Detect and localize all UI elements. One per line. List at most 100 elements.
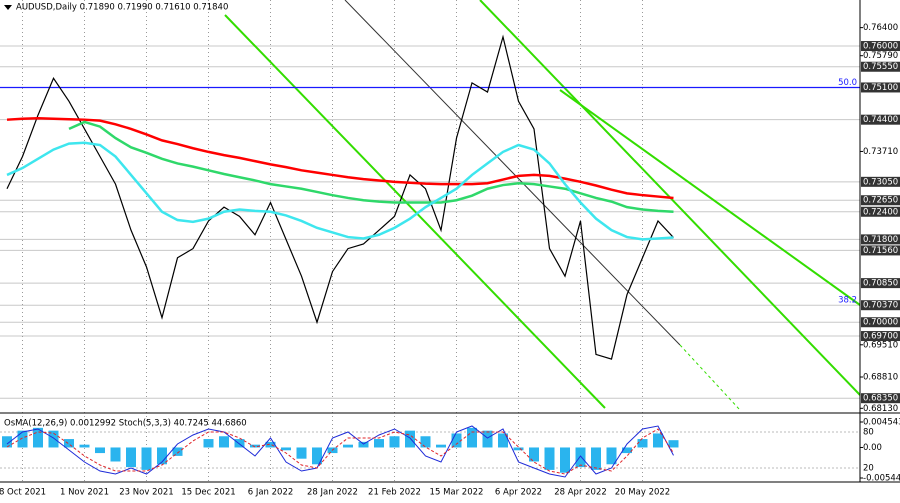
- histogram-bar: [126, 447, 136, 468]
- histogram-bar: [48, 430, 59, 448]
- moving-average: [6, 117, 674, 200]
- level-box: [861, 206, 900, 217]
- plot: [0, 34, 860, 478]
- level-box: [861, 114, 900, 125]
- y-tick-label: 0.70000: [863, 318, 898, 328]
- y-tick-label: 0.69700: [863, 332, 898, 342]
- moving-average: [6, 141, 674, 241]
- price-line: [6, 34, 674, 360]
- y-tick-label: 0.73050: [863, 177, 898, 187]
- channel-line: [224, 14, 606, 409]
- histogram-bar: [2, 436, 12, 448]
- histogram-bar: [637, 439, 648, 448]
- level-box: [861, 41, 900, 52]
- histogram-bar: [513, 447, 524, 451]
- chart-title: AUDUSD,Daily 0.71890 0.71990 0.71610 0.7…: [16, 3, 228, 13]
- level-box: [861, 195, 900, 206]
- level-box: [861, 82, 900, 93]
- histogram-bar: [141, 447, 152, 470]
- y-tick-label: -0.005445: [863, 474, 900, 484]
- y2-tick-label: 20: [863, 464, 874, 474]
- level-box: [861, 176, 900, 187]
- y-tick-label: 0.73710: [863, 147, 898, 157]
- moving-average: [68, 120, 674, 214]
- histogram-bar: [79, 444, 90, 448]
- histogram-bar: [405, 430, 415, 448]
- histogram-bar: [653, 433, 663, 448]
- level-box: [861, 61, 900, 72]
- x-tick-label: 1 Nov 2021: [60, 488, 109, 498]
- histogram-bar: [622, 447, 632, 454]
- y-tick-label: 0.75550: [863, 62, 898, 72]
- histogram-bar: [343, 444, 353, 448]
- histogram-bar: [110, 447, 121, 462]
- y-tick-label: 0.71560: [863, 246, 898, 256]
- y-tick-label: 0.72650: [863, 196, 898, 206]
- level-box: [861, 331, 900, 342]
- histogram-bar: [498, 433, 508, 448]
- stoch-line: [6, 428, 674, 475]
- histogram-bar: [420, 436, 431, 448]
- y-tick-label: 0.68350: [863, 394, 898, 404]
- histogram-bar: [544, 447, 555, 470]
- y-tick-label: 0.70850: [863, 279, 898, 289]
- histogram-bar: [265, 441, 276, 448]
- y-tick-label: 0.75100: [863, 83, 898, 93]
- histogram-bar: [17, 430, 28, 448]
- y-tick-label: 0.76400: [863, 23, 898, 33]
- histogram-bar: [172, 447, 183, 456]
- y-tick-label: 0.70370: [863, 301, 898, 311]
- histogram-bar: [64, 439, 74, 448]
- histogram-bar: [591, 447, 601, 470]
- y-tick-label: 0.0045431: [863, 418, 900, 428]
- histogram-bar: [467, 427, 477, 448]
- y-tick-label: 0.75790: [863, 51, 898, 61]
- histogram-bar: [529, 447, 539, 462]
- stoch-line: [6, 425, 674, 478]
- histogram-bar: [389, 436, 400, 448]
- histogram-bar: [312, 447, 322, 465]
- histogram-bar: [560, 447, 570, 473]
- histogram-bar: [157, 447, 167, 465]
- x-tick-label: 21 Feb 2022: [368, 488, 421, 498]
- x-tick-label: 20 May 2022: [615, 488, 670, 498]
- histogram-bar: [219, 436, 229, 448]
- x-tick-label: 28 Apr 2022: [554, 488, 607, 498]
- x-tick-label: 23 Nov 2021: [119, 488, 173, 498]
- indicator-title: OsMA(12,26,9) 0.0012992 Stoch(5,3,3) 40.…: [4, 419, 247, 429]
- x-tick-label: 6 Apr 2022: [495, 488, 542, 498]
- histogram-bar: [250, 444, 260, 448]
- histogram-bar: [95, 447, 105, 454]
- y-tick-label: 0.76000: [863, 42, 898, 52]
- menu-icon: [4, 5, 12, 10]
- y-tick-label: 0.71800: [863, 235, 898, 245]
- histogram-bar: [482, 430, 493, 448]
- y-tick-label: 0.68810: [863, 373, 898, 383]
- histogram-bar: [296, 447, 307, 459]
- histogram-bar: [668, 440, 679, 448]
- fib-label: 50.0: [838, 78, 857, 88]
- histogram-bar: [203, 439, 214, 448]
- channel-line: [559, 89, 861, 306]
- level-box: [861, 393, 900, 404]
- histogram-bar: [374, 439, 384, 448]
- level-box: [861, 317, 900, 328]
- x-tick-label: 8 Oct 2021: [0, 488, 46, 498]
- y2-tick-label: 80: [863, 428, 874, 438]
- level-box: [861, 245, 900, 256]
- x-tick-label: 28 Jan 2022: [307, 488, 358, 498]
- histogram-bar: [606, 447, 617, 465]
- y-tick-label: 0.00: [863, 443, 882, 453]
- x-tick-label: 15 Mar 2022: [430, 488, 484, 498]
- level-box: [861, 300, 900, 311]
- histogram-bar: [234, 439, 245, 448]
- y-tick-label: 0.68130: [863, 404, 898, 414]
- histogram-bar: [451, 433, 462, 448]
- y-tick-label: 0.72400: [863, 207, 898, 217]
- level-box: [861, 234, 900, 245]
- level-box: [861, 278, 900, 289]
- x-tick-label: 6 Jan 2022: [248, 488, 294, 498]
- channel-line: [679, 344, 741, 411]
